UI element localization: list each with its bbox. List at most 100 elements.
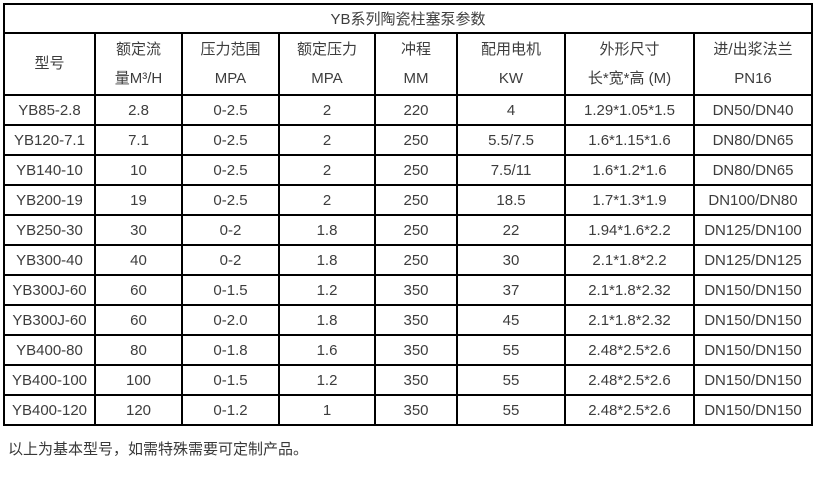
cell: 350 xyxy=(374,364,458,396)
model-cell: YB300J-60 xyxy=(3,274,96,306)
footer-note: 以上为基本型号，如需特殊需要可定制产品。 xyxy=(8,441,309,458)
cell: DN125/DN125 xyxy=(692,244,814,276)
cell: 250 xyxy=(374,244,458,276)
table-row: YB300-40 40 0-2 1.8 250 30 2.1*1.8*2.2 DN125/DN… xyxy=(3,244,814,276)
cell: 1.6*1.15*1.6 xyxy=(564,124,695,156)
cell: 2 xyxy=(278,154,376,186)
cell: 7.5/11 xyxy=(456,154,566,186)
cell: 1 xyxy=(278,394,376,426)
cell: DN150/DN150 xyxy=(692,364,814,396)
cell: 0-1.8 xyxy=(181,334,280,366)
cell: 37 xyxy=(456,274,566,306)
table-row: YB300J-60 60 0-1.5 1.2 350 37 2.1*1.8*2.32 DN15… xyxy=(3,274,814,306)
cell: 45 xyxy=(456,304,566,336)
cell: 80 xyxy=(94,334,183,366)
cell: 0-2.5 xyxy=(181,124,280,156)
cell: 250 xyxy=(374,184,458,216)
cell: 19 xyxy=(94,184,183,216)
column-header: 型号 xyxy=(3,32,96,96)
cell: 100 xyxy=(94,364,183,396)
cell: 5.5/7.5 xyxy=(456,124,566,156)
cell: 30 xyxy=(94,214,183,246)
cell: 120 xyxy=(94,394,183,426)
cell: 0-2.0 xyxy=(181,304,280,336)
model-cell: YB300-40 xyxy=(3,244,96,276)
cell: DN150/DN150 xyxy=(692,274,814,306)
cell: 250 xyxy=(374,154,458,186)
cell: 1.6 xyxy=(278,334,376,366)
cell: 2.1*1.8*2.32 xyxy=(564,304,695,336)
model-cell: YB140-10 xyxy=(3,154,96,186)
table-title: YB系列陶瓷柱塞泵参数 xyxy=(2,3,814,34)
column-header: 额定流 量M³/H xyxy=(94,32,183,96)
cell: 4 xyxy=(456,94,566,126)
cell: 2 xyxy=(278,94,376,126)
table-row: YB200-19 19 0-2.5 2 250 18.5 1.7*1.3*1.9 DN100/… xyxy=(3,184,814,216)
model-cell: YB400-100 xyxy=(3,364,96,396)
model-cell: YB200-19 xyxy=(3,184,96,216)
table-row: YB400-80 80 0-1.8 1.6 350 55 2.48*2.5*2.6 DN150… xyxy=(3,334,814,366)
cell: 60 xyxy=(94,304,183,336)
cell: 0-2 xyxy=(181,214,280,246)
cell: 2.48*2.5*2.6 xyxy=(564,364,695,396)
cell: 2.1*1.8*2.2 xyxy=(564,244,695,276)
model-cell: YB300J-60 xyxy=(3,304,96,336)
cell: 1.2 xyxy=(278,364,376,396)
cell: 30 xyxy=(456,244,566,276)
spec-table: YB系列陶瓷柱塞泵参数 型号 额定流 量M³/H 压力范围 MPA 额定压力 MPA 冲程 MM… xyxy=(2,3,814,426)
table-row: YB300J-60 60 0-2.0 1.8 350 45 2.1*1.8*2.32 DN15… xyxy=(3,304,814,336)
table-row: YB85-2.8 2.8 0-2.5 2 220 4 1.29*1.05*1.5 DN50/D… xyxy=(3,94,814,126)
cell: 1.8 xyxy=(278,304,376,336)
cell: 0-2.5 xyxy=(181,184,280,216)
cell: 350 xyxy=(374,334,458,366)
model-cell: YB120-7.1 xyxy=(3,124,96,156)
title-row: YB系列陶瓷柱塞泵参数 xyxy=(2,3,814,34)
cell: DN80/DN65 xyxy=(692,124,814,156)
model-cell: YB400-80 xyxy=(3,334,96,366)
cell: 0-2.5 xyxy=(181,154,280,186)
cell: DN150/DN150 xyxy=(692,394,814,426)
table-row: YB140-10 10 0-2.5 2 250 7.5/11 1.6*1.2*1.6 DN80… xyxy=(3,154,814,186)
cell: 1.94*1.6*2.2 xyxy=(564,214,695,246)
cell: 350 xyxy=(374,304,458,336)
cell: DN150/DN150 xyxy=(692,334,814,366)
cell: DN150/DN150 xyxy=(692,304,814,336)
cell: 1.8 xyxy=(278,214,376,246)
cell: 220 xyxy=(374,94,458,126)
column-header: 冲程 MM xyxy=(374,32,458,96)
cell: 10 xyxy=(94,154,183,186)
cell: 55 xyxy=(456,334,566,366)
cell: 0-1.5 xyxy=(181,274,280,306)
cell: 2 xyxy=(278,124,376,156)
cell: 350 xyxy=(374,394,458,426)
cell: 1.7*1.3*1.9 xyxy=(564,184,695,216)
cell: 1.6*1.2*1.6 xyxy=(564,154,695,186)
column-header: 额定压力 MPA xyxy=(278,32,376,96)
model-cell: YB250-30 xyxy=(3,214,96,246)
cell: 40 xyxy=(94,244,183,276)
cell: DN125/DN100 xyxy=(692,214,814,246)
cell: 2.48*2.5*2.6 xyxy=(564,394,695,426)
cell: DN100/DN80 xyxy=(692,184,814,216)
cell: 0-1.5 xyxy=(181,364,280,396)
table-row: YB400-100 100 0-1.5 1.2 350 55 2.48*2.5*2.6 DN1… xyxy=(3,364,814,396)
table-row: YB250-30 30 0-2 1.8 250 22 1.94*1.6*2.2 DN125/D… xyxy=(3,214,814,246)
model-cell: YB400-120 xyxy=(3,394,96,426)
cell: 1.29*1.05*1.5 xyxy=(564,94,695,126)
cell: 250 xyxy=(374,124,458,156)
column-header: 进/出浆法兰 PN16 xyxy=(692,32,814,96)
cell: 22 xyxy=(456,214,566,246)
model-cell: YB85-2.8 xyxy=(3,94,96,126)
cell: DN80/DN65 xyxy=(692,154,814,186)
cell: 0-2.5 xyxy=(181,94,280,126)
table-row: YB400-120 120 0-1.2 1 350 55 2.48*2.5*2.6 DN150… xyxy=(3,394,814,426)
cell: DN50/DN40 xyxy=(692,94,814,126)
cell: 1.8 xyxy=(278,244,376,276)
header-row: 型号 额定流 量M³/H 压力范围 MPA 额定压力 MPA 冲程 MM 配用电机 KW 外形尺寸 长*… xyxy=(3,32,814,96)
cell: 60 xyxy=(94,274,183,306)
cell: 350 xyxy=(374,274,458,306)
cell: 0-2 xyxy=(181,244,280,276)
table-body: YB85-2.8 2.8 0-2.5 2 220 4 1.29*1.05*1.5 DN50/D… xyxy=(3,94,814,426)
cell: 2.8 xyxy=(94,94,183,126)
